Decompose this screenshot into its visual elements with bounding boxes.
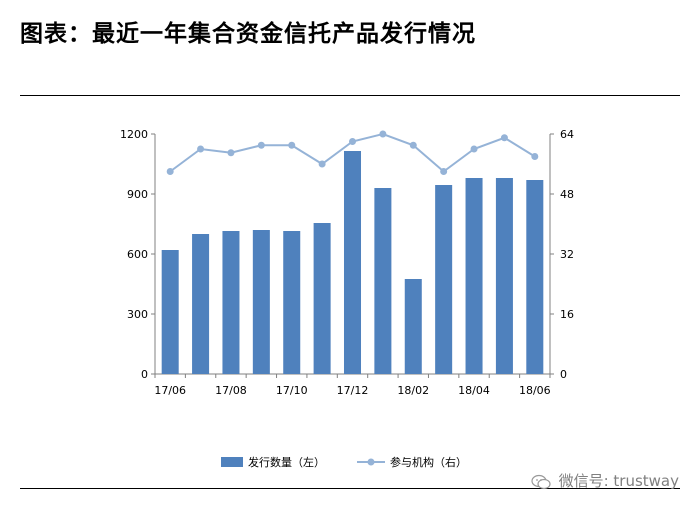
bar [343, 151, 362, 374]
line-point [379, 130, 387, 138]
bar [526, 180, 544, 374]
x-tick-label: 18/04 [458, 384, 490, 397]
line-point [318, 160, 326, 168]
x-tick-label: 17/12 [337, 384, 369, 397]
legend-line-marker [367, 458, 375, 466]
line-point [288, 141, 296, 149]
x-tick-label: 17/06 [154, 384, 186, 397]
x-tick-label: 17/08 [215, 384, 247, 397]
line-point [470, 145, 478, 153]
line-point [440, 168, 448, 175]
bar [495, 178, 513, 374]
right-y-tick-label: 64 [560, 128, 574, 141]
left-y-tick-label: 900 [127, 188, 148, 201]
bar [313, 223, 331, 374]
bar [222, 231, 240, 374]
line-point [166, 168, 174, 175]
page-title: 图表：最近一年集合资金信托产品发行情况 [20, 21, 476, 47]
bottom-divider [20, 488, 680, 489]
line-point [500, 134, 508, 142]
bar [192, 234, 210, 374]
line-point [349, 138, 356, 145]
right-y-tick-label: 0 [560, 368, 567, 381]
x-tick-label: 17/10 [276, 384, 308, 397]
line-point [197, 145, 205, 153]
bar [161, 250, 179, 374]
left-y-tick-label: 1200 [120, 128, 148, 141]
bar [374, 188, 392, 374]
x-tick-label: 18/02 [397, 384, 429, 397]
bar [252, 230, 270, 374]
bar [465, 178, 483, 374]
bar [283, 231, 301, 374]
bar [404, 279, 422, 374]
legend-bar-label: 发行数量（左） [248, 455, 325, 469]
legend-line-label: 参与机构（右） [390, 455, 467, 469]
x-tick-label: 18/06 [519, 384, 551, 397]
left-y-tick-label: 600 [127, 248, 148, 261]
watermark: 微信号: trustway [531, 470, 679, 491]
right-y-tick-label: 16 [560, 308, 574, 321]
right-y-tick-label: 48 [560, 188, 574, 201]
line-point [257, 141, 265, 149]
left-y-tick-label: 300 [127, 308, 148, 321]
wechat-icon [531, 474, 551, 489]
legend-bar-swatch [221, 457, 243, 467]
right-y-tick-label: 32 [560, 248, 574, 261]
left-y-tick-label: 0 [141, 368, 148, 381]
bar [435, 185, 453, 374]
line-point [227, 149, 235, 157]
line-point [409, 141, 417, 149]
line-point [531, 153, 539, 160]
top-divider [20, 95, 680, 96]
watermark-text: 微信号: trustway [558, 472, 679, 490]
